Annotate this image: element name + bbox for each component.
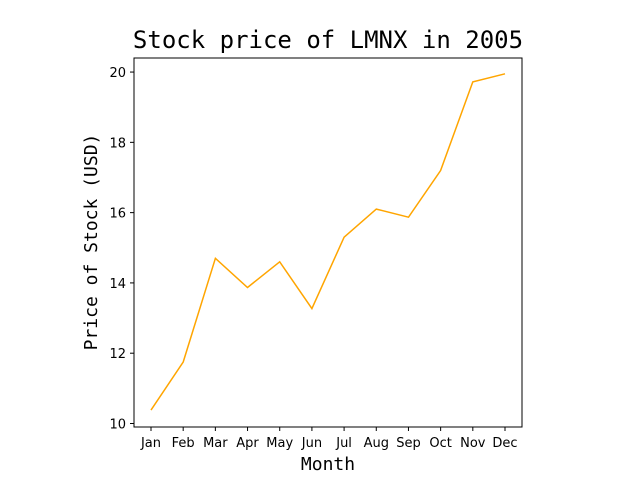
x-axis-label: Month [301, 454, 355, 475]
x-axis: Jan Feb Mar Apr May Jun Jul Aug Sep Oct Nov Dec [140, 427, 518, 451]
series-layer [150, 73, 506, 411]
x-tick-label: Jan [140, 436, 161, 451]
x-tick-label: May [266, 436, 293, 451]
x-tick-label: Mar [203, 436, 228, 451]
y-tick-label: 14 [109, 277, 126, 292]
x-tick-label: Dec [492, 436, 517, 451]
y-tick-label: 12 [109, 347, 126, 362]
x-tick-label: Jul [335, 436, 352, 451]
y-axis: 10 12 14 16 18 20 [109, 66, 134, 432]
y-tick-label: 10 [109, 417, 126, 432]
x-tick-label: Nov [460, 436, 486, 451]
x-tick-label: Sep [396, 436, 421, 451]
y-tick-label: 16 [109, 207, 126, 222]
series-line [150, 73, 506, 411]
x-tick-label: Jun [301, 436, 322, 451]
y-axis-label: Price of Stock (USD) [81, 134, 102, 351]
plot-area [133, 57, 523, 428]
x-tick-label: Aug [364, 436, 389, 451]
y-tick-label: 18 [109, 136, 126, 151]
chart-title: Stock price of LMNX in 2005 [133, 26, 523, 54]
y-tick-label: 20 [109, 66, 126, 81]
x-tick-label: Feb [172, 436, 195, 451]
x-tick-label: Oct [429, 436, 451, 451]
x-tick-label: Apr [236, 436, 259, 451]
